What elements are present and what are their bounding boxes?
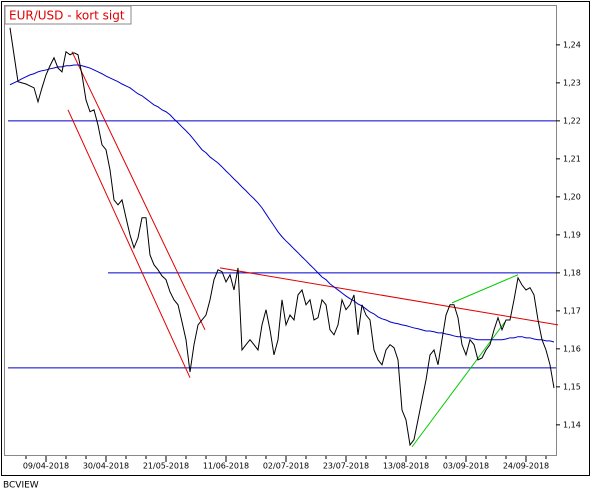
plot-frame: [4, 5, 557, 456]
y-tick-label: 1,24: [563, 40, 581, 49]
series-line: [9, 27, 555, 447]
chart-title: EUR/USD - kort sigt: [9, 9, 125, 23]
trend-line: [67, 109, 191, 378]
y-tick-label: 1,23: [563, 78, 581, 87]
y-tick-label: 1,14: [563, 420, 581, 429]
y-tick-label: 1,16: [563, 344, 581, 353]
title-box: [4, 5, 132, 25]
x-tick-label: 03/09-2018: [443, 462, 489, 471]
y-tick-label: 1,18: [563, 268, 581, 277]
x-tick-label: 02/07-2018: [263, 462, 309, 471]
y-tick-label: 1,17: [563, 306, 581, 315]
y-tick-label: 1,15: [563, 382, 581, 391]
footer: BCVIEW: [3, 481, 39, 491]
trend-line: [71, 51, 206, 331]
x-tick-label: 11/06-2018: [203, 462, 249, 471]
y-tick-label: 1,19: [563, 230, 581, 239]
trend-line: [219, 267, 559, 326]
chart-frame: [1, 1, 590, 476]
trend-line: [411, 321, 506, 448]
x-tick-label: 23/07-2018: [323, 462, 369, 471]
x-tick-label: 13/08-2018: [383, 462, 429, 471]
x-tick-label: 24/09-2018: [503, 462, 549, 471]
x-tick-label: 30/04-2018: [83, 462, 129, 471]
series-line: [9, 64, 555, 343]
x-tick-label: 21/05-2018: [143, 462, 189, 471]
y-tick-label: 1,21: [563, 154, 581, 163]
trend-line: [451, 274, 519, 304]
y-tick-label: 1,22: [563, 116, 581, 125]
y-tick-label: 1,20: [563, 192, 581, 201]
x-tick-label: 09/04-2018: [23, 462, 69, 471]
